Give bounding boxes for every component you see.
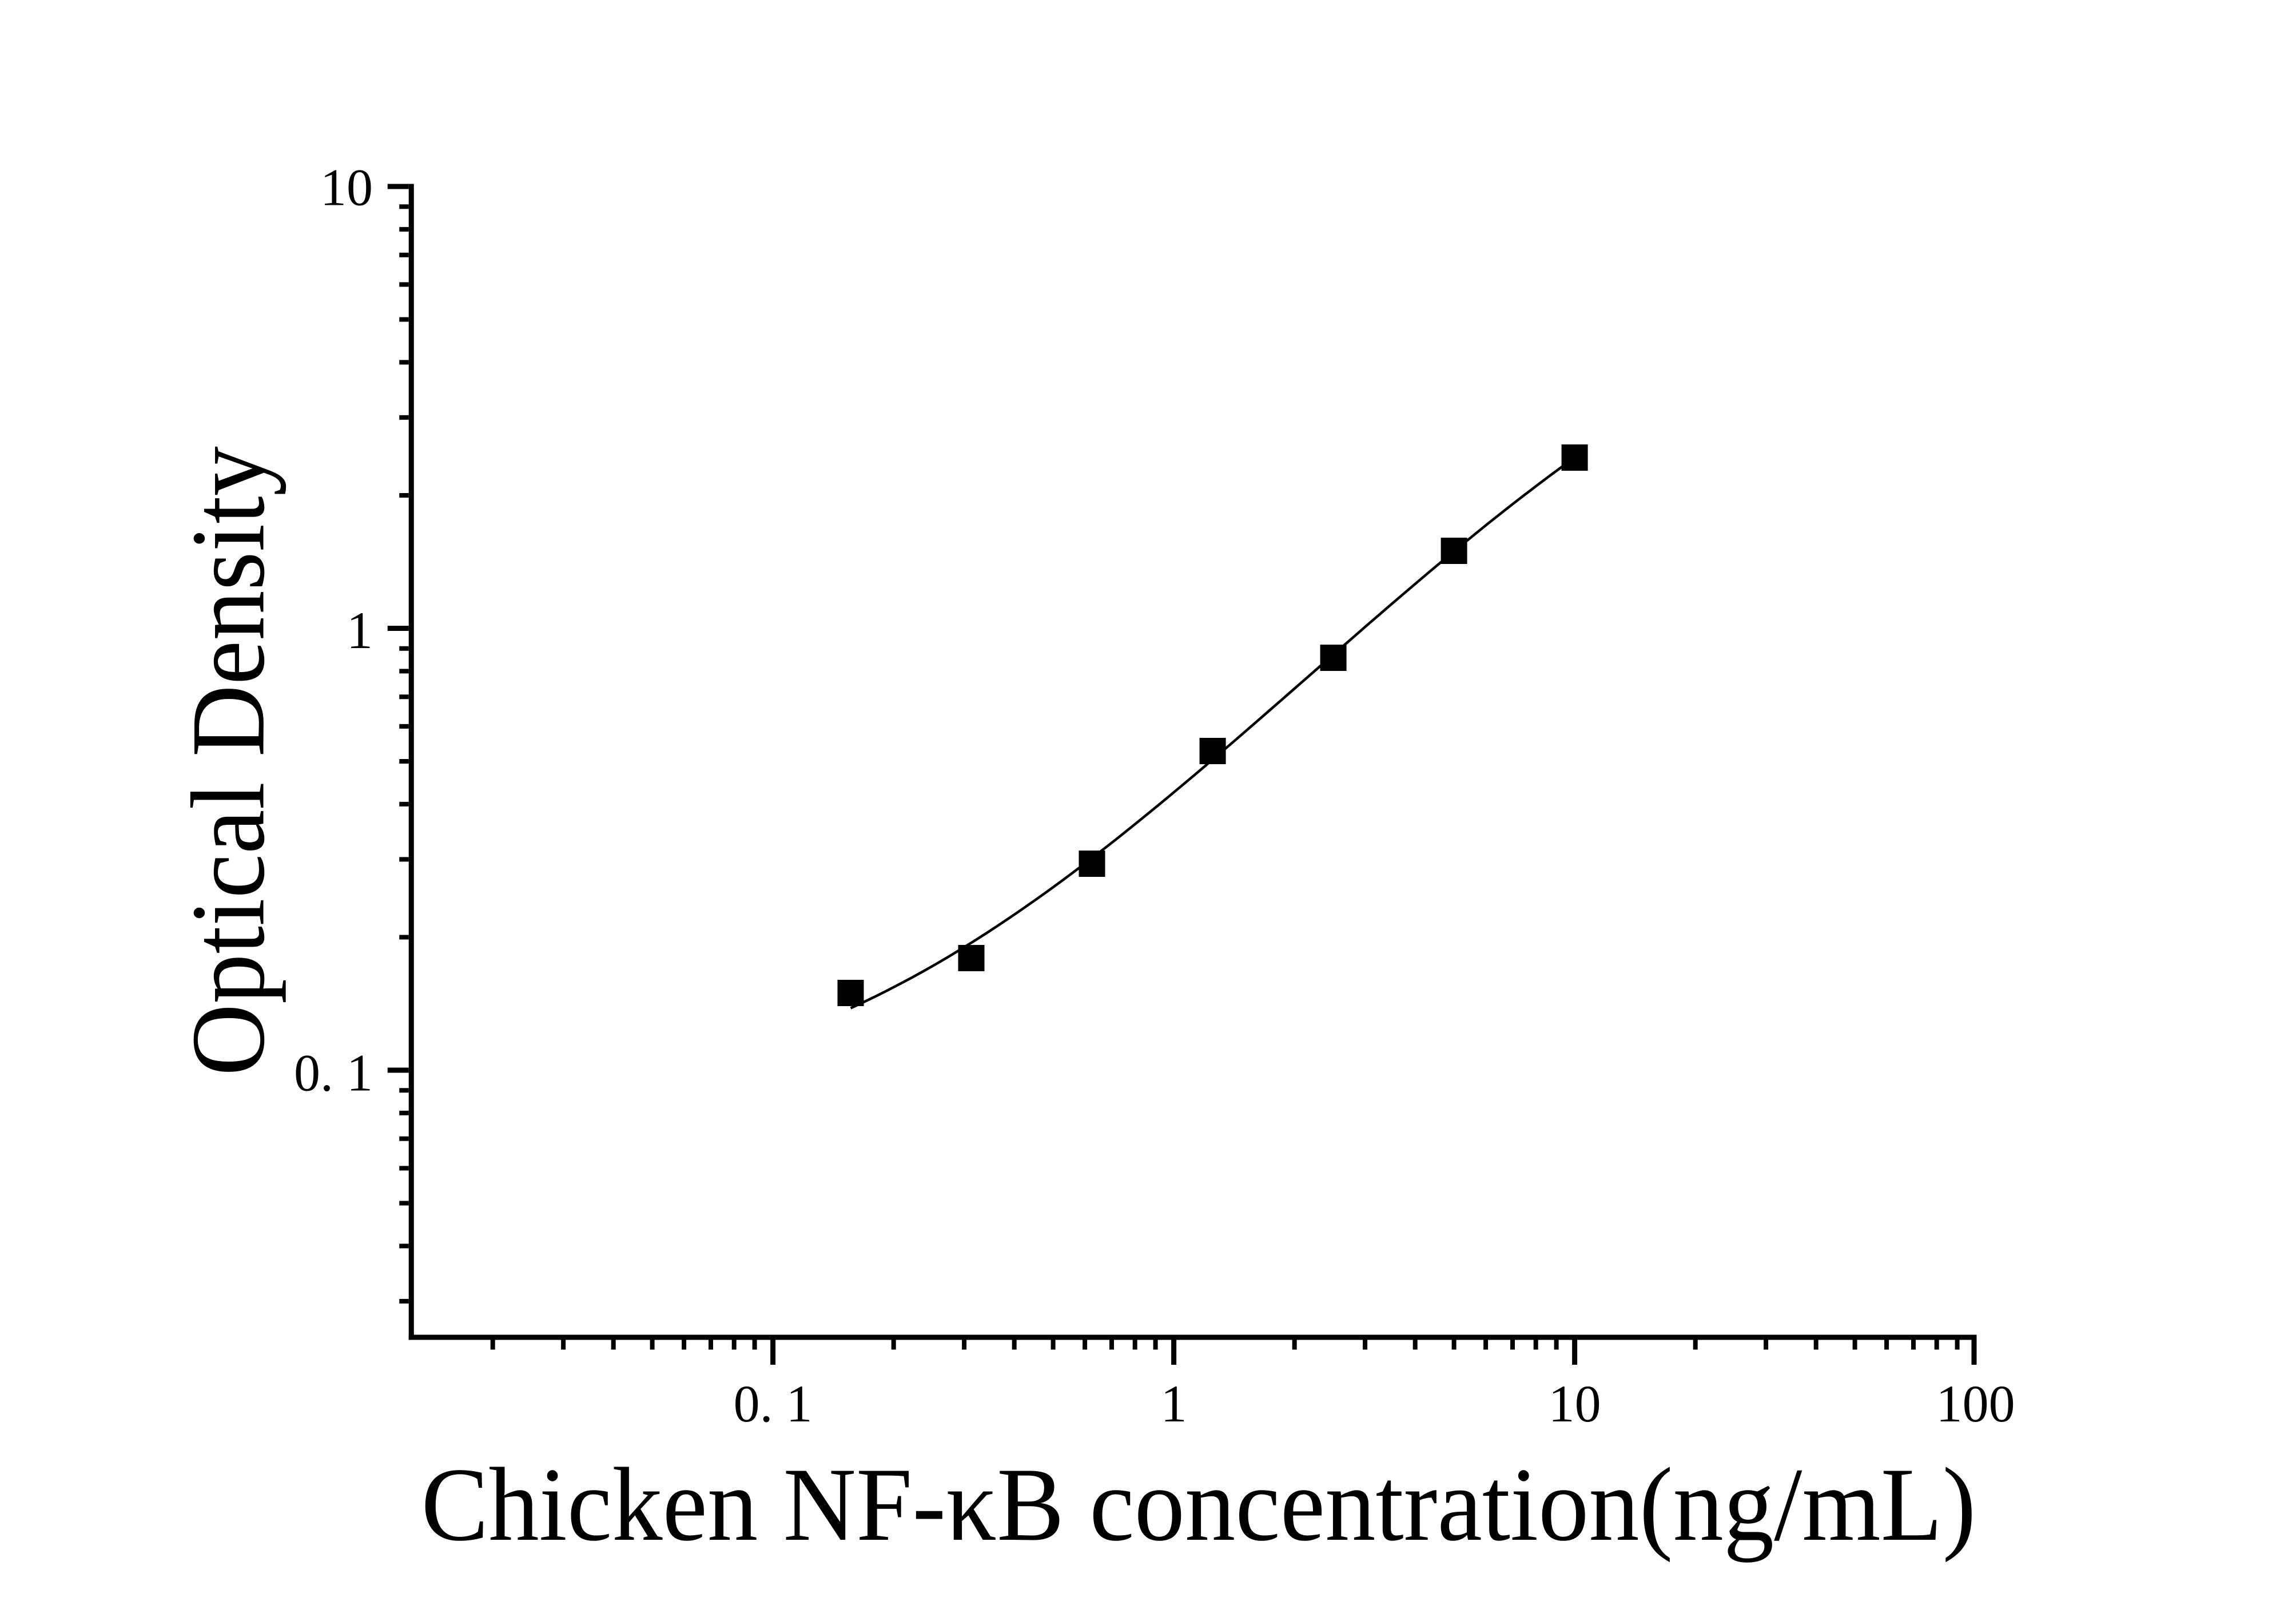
- svg-text:Optical Density: Optical Density: [170, 446, 286, 1076]
- svg-text:1: 1: [347, 601, 373, 660]
- svg-text:0. 1: 0. 1: [734, 1374, 813, 1433]
- svg-text:1: 1: [1161, 1374, 1187, 1433]
- svg-text:Chicken NF-κB concentration(ng: Chicken NF-κB concentration(ng/mL): [421, 1446, 1976, 1563]
- svg-text:100: 100: [1936, 1374, 2015, 1433]
- svg-text:10: 10: [320, 158, 373, 216]
- svg-text:10: 10: [1549, 1374, 1601, 1433]
- svg-text:0. 1: 0. 1: [294, 1044, 373, 1102]
